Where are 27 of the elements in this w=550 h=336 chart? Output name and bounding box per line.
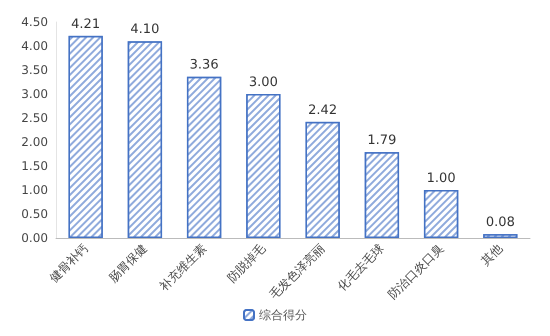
y-tick-label: 0.50 (21, 207, 48, 221)
x-tick-label: 健骨补钙 (46, 241, 91, 285)
x-tick-label: 其他 (478, 241, 506, 268)
data-label: 2.42 (308, 102, 338, 118)
y-tick-label: 4.00 (21, 39, 48, 53)
x-tick-label: 肠胃保健 (106, 241, 150, 285)
data-label: 1.00 (426, 171, 456, 186)
data-label: 3.00 (248, 75, 278, 90)
x-tick-label: 补充维生素 (156, 241, 210, 294)
y-tick-label: 4.50 (21, 15, 48, 29)
data-label: 3.36 (190, 58, 219, 73)
x-tick-label: 化毛去毛球 (334, 241, 387, 294)
y-tick-label: 1.50 (21, 159, 48, 173)
x-tick-label: 毛发色泽亮丽 (266, 241, 328, 302)
y-tick-label: 1.00 (21, 183, 48, 197)
data-label: 1.79 (367, 133, 396, 148)
legend-label: 综合得分 (259, 308, 307, 322)
y-tick-label: 0.00 (21, 231, 48, 245)
y-tick-label: 3.00 (21, 87, 48, 101)
data-label: 4.21 (71, 16, 100, 32)
y-tick-label: 2.50 (21, 111, 48, 125)
data-label: 4.10 (130, 22, 160, 38)
y-tick-label: 3.50 (21, 63, 48, 77)
x-tick-label: 防治口炎口臭 (385, 241, 446, 302)
x-tick-label: 防脱掉毛 (224, 241, 268, 285)
data-label: 0.08 (486, 215, 515, 230)
y-tick-label: 2.00 (21, 135, 48, 149)
